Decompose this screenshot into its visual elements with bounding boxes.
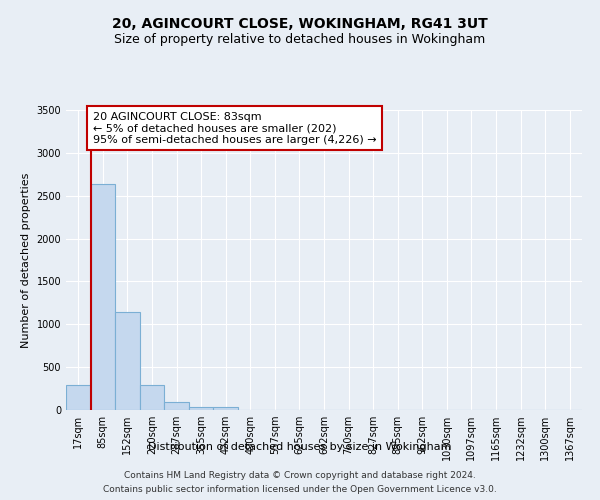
Bar — [189, 406, 214, 410]
Text: Distribution of detached houses by size in Wokingham: Distribution of detached houses by size … — [148, 442, 452, 452]
Text: 20, AGINCOURT CLOSE, WOKINGHAM, RG41 3UT: 20, AGINCOURT CLOSE, WOKINGHAM, RG41 3UT — [112, 18, 488, 32]
Bar — [91, 184, 115, 410]
Bar — [140, 385, 164, 410]
Bar — [66, 385, 91, 410]
Bar — [164, 402, 189, 410]
Bar — [214, 408, 238, 410]
Text: Size of property relative to detached houses in Wokingham: Size of property relative to detached ho… — [115, 32, 485, 46]
Text: Contains HM Land Registry data © Crown copyright and database right 2024.: Contains HM Land Registry data © Crown c… — [124, 472, 476, 480]
Text: Contains public sector information licensed under the Open Government Licence v3: Contains public sector information licen… — [103, 484, 497, 494]
Text: 20 AGINCOURT CLOSE: 83sqm
← 5% of detached houses are smaller (202)
95% of semi-: 20 AGINCOURT CLOSE: 83sqm ← 5% of detach… — [92, 112, 376, 145]
Bar — [115, 312, 140, 410]
Y-axis label: Number of detached properties: Number of detached properties — [21, 172, 31, 348]
